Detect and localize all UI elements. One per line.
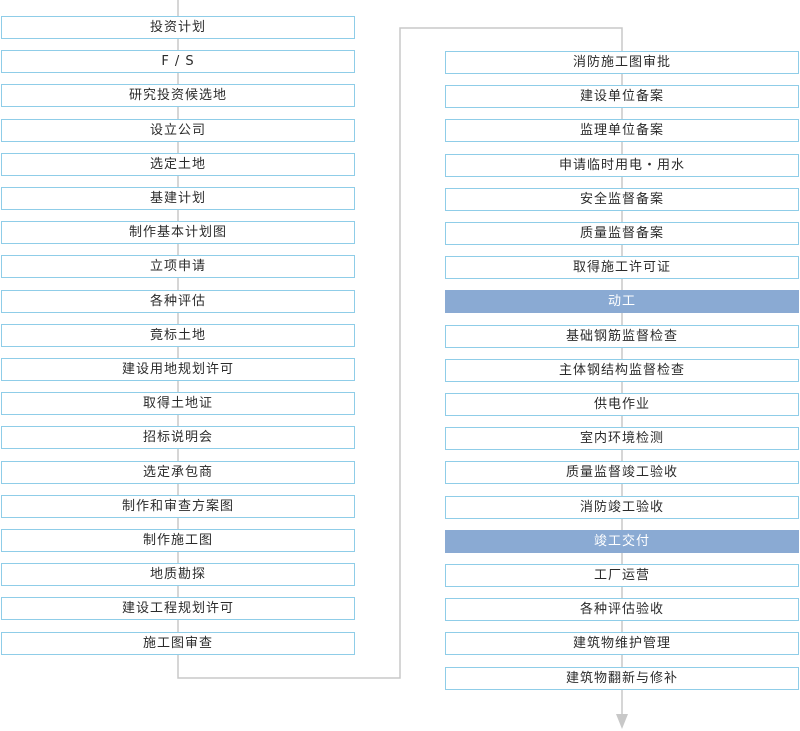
step-box: 建筑物维护管理 (445, 632, 799, 655)
flow-end-arrow (616, 714, 628, 729)
step-box: 取得施工许可证 (445, 256, 799, 279)
step-box: 研究投资候选地 (1, 84, 355, 107)
step-box: 消防竣工验收 (445, 496, 799, 519)
step-box: 室内环境检测 (445, 427, 799, 450)
step-box: 申请临时用电・用水 (445, 154, 799, 177)
milestone-step-box: 竣工交付 (445, 530, 799, 553)
step-box: 基建计划 (1, 187, 355, 210)
step-box: 制作和审查方案图 (1, 495, 355, 518)
milestone-step-box: 动工 (445, 290, 799, 313)
step-box: 监理单位备案 (445, 119, 799, 142)
step-box: 消防施工图审批 (445, 51, 799, 74)
step-box: F / S (1, 50, 355, 73)
step-box: 选定土地 (1, 153, 355, 176)
step-box: 建设工程规划许可 (1, 597, 355, 620)
step-box: 取得土地证 (1, 392, 355, 415)
step-box: 投资计划 (1, 16, 355, 39)
step-box: 基础钢筋监督检查 (445, 325, 799, 348)
step-box: 质量监督竣工验收 (445, 461, 799, 484)
step-box: 地质勘探 (1, 563, 355, 586)
step-box: 制作施工图 (1, 529, 355, 552)
step-box: 供电作业 (445, 393, 799, 416)
step-box: 主体钢结构监督检查 (445, 359, 799, 382)
step-box: 竟标土地 (1, 324, 355, 347)
step-box: 制作基本计划图 (1, 221, 355, 244)
step-box: 设立公司 (1, 119, 355, 142)
step-box: 各种评估验收 (445, 598, 799, 621)
step-box: 选定承包商 (1, 461, 355, 484)
step-box: 质量监督备案 (445, 222, 799, 245)
step-box: 各种评估 (1, 290, 355, 313)
step-box: 安全监督备案 (445, 188, 799, 211)
step-box: 工厂运营 (445, 564, 799, 587)
step-box: 招标说明会 (1, 426, 355, 449)
step-box: 立项申请 (1, 255, 355, 278)
step-box: 建筑物翻新与修补 (445, 667, 799, 690)
step-box: 建设用地规划许可 (1, 358, 355, 381)
step-box: 施工图审查 (1, 632, 355, 655)
step-box: 建设单位备案 (445, 85, 799, 108)
